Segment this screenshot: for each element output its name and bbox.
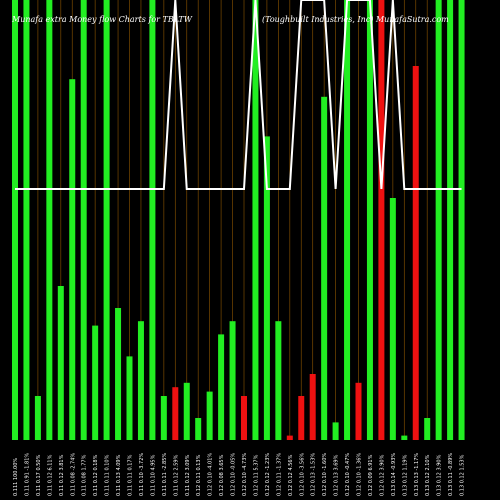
volume-bar — [263, 136, 270, 440]
volume-bar — [401, 435, 408, 440]
tick-label: 0.11 0.08 1.77% — [82, 454, 88, 496]
tick-label: 0.12 0.12 4.56% — [288, 454, 294, 496]
volume-bar — [424, 418, 431, 440]
volume-bar — [412, 66, 419, 440]
chart-title-right: (Toughbuilt Industries, Inc) MunafaSutra… — [262, 15, 449, 24]
tick-label: 0.12 0.10 -4.73% — [242, 453, 248, 496]
volume-bar — [344, 0, 351, 440]
volume-bar — [366, 0, 373, 440]
volume-bar — [80, 0, 87, 440]
volume-bar — [435, 0, 442, 440]
tick-label: 0.12 0.08 3.65% — [219, 454, 225, 496]
tick-label: 0.13 0.12 2.10% — [425, 454, 431, 496]
volume-bar — [229, 321, 236, 440]
volume-bar — [389, 198, 396, 440]
tick-label: 0.12 0.10 -3.56% — [299, 453, 305, 496]
tick-label: 0.11 0.12 6.11% — [47, 454, 53, 496]
tick-label: 0.13 0.12 3.90% — [437, 454, 443, 496]
tick-label: 0.12 0.13 3.69% — [334, 454, 340, 496]
tick-label: 0.11 0.12 3.81% — [59, 454, 65, 496]
volume-bar — [103, 0, 110, 440]
tick-label: 0.12 0.10 -0.47% — [345, 453, 351, 496]
volume-bar — [321, 96, 328, 441]
price-line — [15, 0, 462, 190]
volume-bar — [241, 396, 247, 440]
volume-bar — [160, 396, 167, 440]
tick-label: 0.12 0.10 -1.60% — [322, 453, 328, 496]
tick-label: 0.12 0.11 -1.37% — [276, 453, 282, 496]
tick-label: 0.11 0.11 0.10% — [105, 454, 111, 496]
volume-bar — [206, 391, 213, 440]
volume-bar — [92, 325, 99, 440]
volume-bar — [332, 422, 339, 440]
tick-label: 0.13 0.14 -0.93% — [391, 453, 397, 496]
tick-label: 0.12 0.12 3.90% — [379, 454, 385, 496]
volume-bar — [46, 0, 53, 440]
volume-bar — [126, 356, 133, 440]
tick-label: 0.11 0.12 2.59% — [173, 454, 179, 496]
tick-label: 0.12 0.10 -1.36% — [357, 453, 363, 496]
tick-label: 0.11 0.11 0.17% — [128, 454, 134, 496]
tick-label: 0.11 0.10 -3.72% — [139, 453, 145, 496]
tick-label: 0.12 0.10 -0.05% — [231, 453, 237, 496]
volume-bar — [458, 0, 465, 440]
volume-bar — [298, 396, 305, 440]
x-axis-tick-labels: 0.111 100.00% 0.11 0.91 -1.81% 0.11 0.17 0… — [13, 453, 466, 496]
tick-label: 0.11 0.12 0.18% — [93, 454, 99, 496]
volume-bar — [252, 0, 259, 440]
volume-bar — [172, 387, 179, 440]
volume-bar — [286, 435, 293, 440]
volume-bar — [309, 374, 316, 440]
tick-label: 0.12 0.10 -4.01% — [208, 453, 214, 496]
tick-label: 0.13 0.13 -1.17% — [414, 453, 420, 496]
volume-bar — [183, 382, 190, 440]
volume-bar — [149, 0, 156, 440]
tick-label: 0.11 0.11 -2.85% — [162, 453, 168, 496]
volume-bar — [355, 382, 362, 440]
tick-label: 0.11 0.17 0.50% — [36, 454, 42, 496]
volume-bar — [447, 0, 454, 440]
volume-bar — [275, 321, 282, 440]
tick-label: 0.11 0.13 4.09% — [116, 454, 122, 496]
volume-bar — [195, 418, 202, 440]
tick-label: 0.11 0.12 3.09% — [185, 454, 191, 496]
volume-bar — [378, 0, 385, 440]
tick-label: 0.11 0.10 4.95% — [150, 454, 156, 496]
tick-label: 0.13 0.11 -0.89% — [448, 453, 454, 496]
tick-label: 0.12 0.13 -1.53% — [311, 453, 317, 496]
chart-title-left: Munafa extra Money flow Charts for TBLTW — [11, 15, 193, 24]
volume-bar — [218, 334, 225, 440]
tick-label: 0.11 0.91 -1.81% — [24, 453, 30, 496]
tick-label: 0.13 0.12 1.53% — [460, 454, 466, 496]
tick-label: 0.12 0.09 6.91% — [368, 454, 374, 496]
tick-label: 0.111 100.00% — [13, 458, 19, 496]
volume-bars — [12, 0, 465, 441]
tick-label: 0.13 0.12 1.19% — [402, 454, 408, 496]
volume-bar — [137, 321, 144, 440]
volume-bar — [12, 0, 18, 440]
tick-label: 0.12 0.11 5.37% — [253, 454, 259, 496]
volume-bar — [23, 0, 30, 440]
volume-bar — [57, 286, 64, 440]
tick-label: 0.12 0.11 0.13% — [196, 454, 202, 496]
tick-label: 0.12 0.12 -1.23% — [265, 453, 271, 496]
volume-bar — [115, 308, 122, 440]
tick-label: 0.11 0.08 -2.74% — [70, 453, 76, 496]
volume-bar — [34, 396, 41, 440]
volume-bar — [69, 79, 76, 440]
price-polyline — [15, 0, 462, 190]
